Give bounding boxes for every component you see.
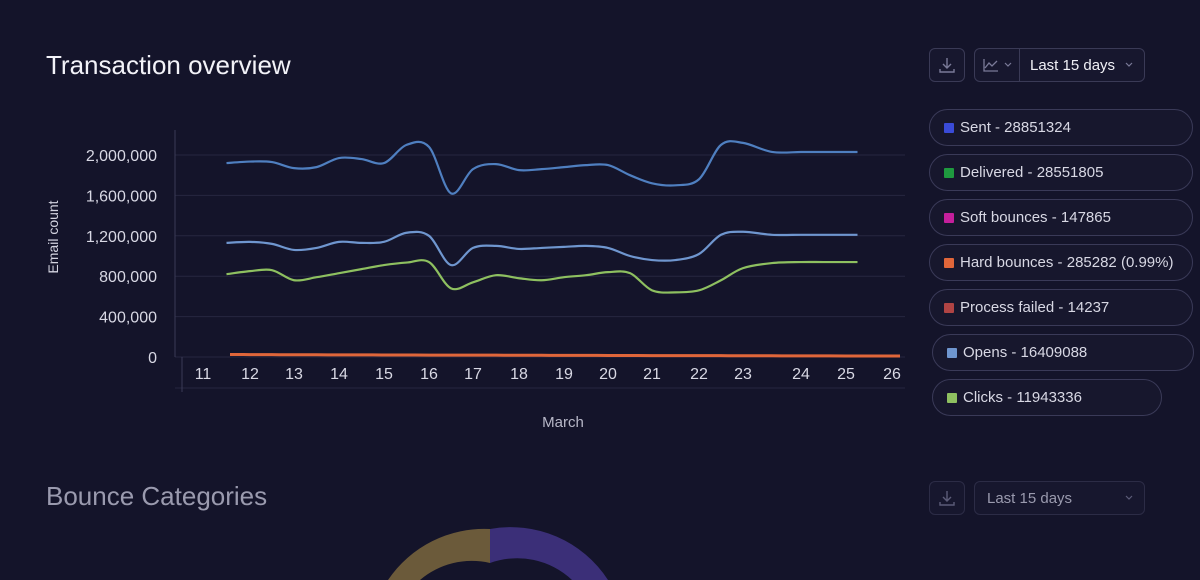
legend-item[interactable]: Hard bounces - 285282 (0.99%) bbox=[929, 244, 1193, 281]
x-tick-label: 17 bbox=[464, 366, 482, 383]
y-tick-label: 1,600,000 bbox=[86, 188, 157, 205]
download-button[interactable] bbox=[929, 48, 965, 82]
donut-segment bbox=[388, 528, 490, 580]
legend-label: Sent - 28851324 bbox=[960, 119, 1071, 136]
x-tick-label: 20 bbox=[599, 366, 617, 383]
date-range-select[interactable]: Last 15 days bbox=[974, 48, 1145, 82]
x-tick-label: 14 bbox=[330, 366, 348, 383]
chart-type-toggle[interactable] bbox=[975, 49, 1020, 81]
legend-swatch bbox=[944, 167, 954, 178]
chevron-down-icon bbox=[1004, 62, 1012, 67]
chevron-down-icon bbox=[1125, 62, 1133, 67]
x-tick-label: 13 bbox=[285, 366, 303, 383]
legend-label: Clicks - 11943336 bbox=[963, 389, 1082, 406]
x-tick-label: 11 bbox=[195, 366, 212, 383]
legend-swatch bbox=[947, 392, 957, 403]
legend-swatch bbox=[947, 347, 957, 358]
legend-item[interactable]: Clicks - 11943336 bbox=[932, 379, 1162, 416]
x-tick-label: 21 bbox=[643, 366, 661, 383]
legend-item[interactable]: Soft bounces - 147865 bbox=[929, 199, 1193, 236]
y-tick-label: 2,000,000 bbox=[86, 148, 157, 165]
x-axis-label: March bbox=[542, 414, 584, 431]
x-tick-label: 23 bbox=[734, 366, 752, 383]
y-axis-label: Email count bbox=[45, 200, 61, 273]
legend-item[interactable]: Opens - 16409088 bbox=[932, 334, 1194, 371]
legend-swatch bbox=[944, 257, 954, 268]
line-chart-icon bbox=[983, 59, 998, 72]
legend-swatch bbox=[944, 122, 954, 133]
series-line-sent bbox=[226, 140, 858, 195]
series-line-clicks bbox=[226, 259, 858, 294]
legend-item[interactable]: Delivered - 28551805 bbox=[929, 154, 1193, 191]
x-tick-label: 25 bbox=[837, 366, 855, 383]
section-title: Bounce Categories bbox=[46, 481, 268, 511]
x-tick-label: 16 bbox=[420, 366, 438, 383]
y-tick-label: 400,000 bbox=[99, 310, 157, 327]
series-line-opens bbox=[226, 230, 858, 267]
date-range-select[interactable]: Last 15 days bbox=[974, 481, 1145, 515]
legend-label: Process failed - 14237 bbox=[960, 299, 1110, 316]
legend-swatch bbox=[944, 212, 954, 223]
chart-legend: Sent - 28851324 Delivered - 28551805 Soft … bbox=[929, 109, 1194, 424]
legend-label: Soft bounces - 147865 bbox=[960, 209, 1111, 226]
x-tick-label: 19 bbox=[555, 366, 573, 383]
x-tick-label: 24 bbox=[792, 366, 810, 383]
download-icon bbox=[939, 58, 955, 73]
download-button[interactable] bbox=[929, 481, 965, 515]
legend-item[interactable]: Sent - 28851324 bbox=[929, 109, 1193, 146]
bounce-donut-chart bbox=[388, 527, 608, 580]
date-range-label: Last 15 days bbox=[987, 489, 1073, 507]
donut-segment bbox=[490, 527, 608, 580]
y-tick-label: 0 bbox=[148, 350, 157, 367]
x-tick-label: 12 bbox=[241, 366, 259, 383]
x-tick-label: 26 bbox=[883, 366, 901, 383]
y-tick-label: 1,200,000 bbox=[86, 229, 157, 246]
x-tick-label: 22 bbox=[690, 366, 708, 383]
y-tick-label: 800,000 bbox=[99, 269, 157, 286]
legend-item[interactable]: Process failed - 14237 bbox=[929, 289, 1193, 326]
transaction-line-chart: 0 400,000 800,000 1,200,000 1,600,000 2,000,0… bbox=[45, 130, 905, 431]
legend-swatch bbox=[944, 302, 954, 313]
download-icon bbox=[939, 491, 955, 506]
legend-label: Opens - 16409088 bbox=[963, 344, 1088, 361]
x-tick-label: 18 bbox=[510, 366, 528, 383]
series-line-hard-bounces bbox=[229, 352, 901, 358]
x-tick-label: 15 bbox=[375, 366, 393, 383]
legend-label: Hard bounces - 285282 (0.99%) bbox=[960, 254, 1174, 271]
chevron-down-icon bbox=[1125, 495, 1133, 500]
date-range-label: Last 15 days bbox=[1030, 56, 1116, 74]
legend-label: Delivered - 28551805 bbox=[960, 164, 1104, 181]
page-title: Transaction overview bbox=[46, 50, 291, 80]
